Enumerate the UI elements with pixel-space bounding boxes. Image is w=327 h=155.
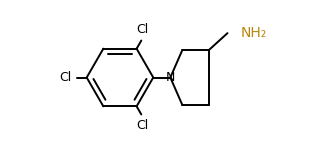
Text: Cl: Cl	[136, 119, 148, 132]
Text: N: N	[165, 71, 175, 84]
Text: Cl: Cl	[136, 23, 148, 36]
Text: NH₂: NH₂	[240, 26, 267, 40]
Text: Cl: Cl	[59, 71, 71, 84]
